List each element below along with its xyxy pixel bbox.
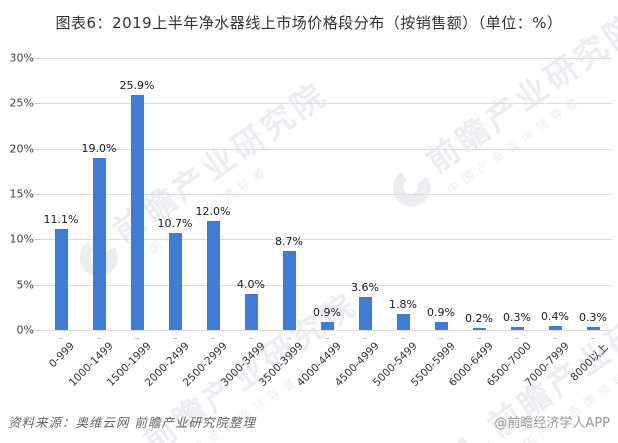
x-axis-tick	[515, 338, 519, 339]
y-axis-tick	[35, 239, 40, 241]
x-axis-tick	[477, 338, 481, 339]
bar	[396, 313, 410, 330]
bar-value-label: 0.9%	[427, 305, 455, 319]
bar	[548, 326, 562, 330]
y-axis-tick	[35, 103, 40, 105]
bar	[92, 157, 106, 330]
x-axis-tick	[439, 338, 443, 339]
y-axis-label: 10%	[9, 232, 34, 246]
bar-value-label: 0.3%	[503, 311, 531, 325]
y-axis-label: 20%	[9, 142, 34, 156]
x-axis-tick	[211, 338, 215, 339]
source-note: 资料来源：奥维云网 前瞻产业研究院整理	[8, 415, 256, 430]
x-axis-tick	[173, 338, 177, 339]
bar	[130, 95, 144, 330]
x-axis-tick	[325, 338, 329, 339]
chart-title: 图表6：2019上半年净水器线上市场价格段分布（按销售额）（单位：%）	[55, 14, 563, 32]
gridline	[40, 284, 612, 286]
bar-value-label: 4.0%	[237, 277, 265, 291]
y-axis-label: 25%	[9, 96, 34, 110]
y-axis-label: 0%	[16, 323, 34, 337]
x-axis-tick	[59, 338, 63, 339]
bar-value-label: 0.3%	[579, 311, 607, 325]
y-axis-label: 5%	[16, 278, 34, 292]
bar	[168, 232, 182, 330]
bar-value-label: 10.7%	[157, 216, 193, 230]
gridline	[40, 103, 612, 105]
gridline	[40, 194, 612, 195]
x-axis-tick	[97, 338, 101, 339]
gridline	[40, 148, 612, 150]
gridline	[40, 58, 612, 59]
x-axis-tick	[591, 338, 595, 339]
bar	[472, 328, 486, 330]
bar-value-label: 3.6%	[351, 281, 379, 295]
x-axis-tick	[135, 338, 139, 339]
bar-value-label: 19.0%	[81, 141, 117, 155]
bar-value-label: 0.9%	[313, 305, 341, 319]
bar	[510, 327, 524, 330]
bar-value-label: 12.0%	[195, 205, 231, 219]
y-axis-label: 30%	[9, 51, 34, 65]
gridline	[40, 330, 612, 331]
bar	[206, 221, 220, 330]
bar-value-label: 25.9%	[119, 79, 155, 93]
bar	[54, 229, 68, 330]
bar-value-label: 0.4%	[541, 310, 569, 324]
x-axis-tick	[287, 338, 291, 339]
credit-note: @前瞻经济学人APP	[494, 416, 610, 431]
y-axis-label: 15%	[9, 187, 34, 201]
bar	[282, 251, 296, 330]
y-axis-tick	[35, 194, 40, 195]
bar-value-label: 8.7%	[275, 235, 303, 249]
bar-value-label: 1.8%	[389, 297, 417, 311]
x-axis-tick	[363, 338, 367, 339]
gridline	[40, 239, 612, 241]
y-axis-tick	[35, 284, 40, 286]
bar	[434, 321, 448, 330]
y-axis-tick	[35, 330, 40, 331]
bar	[244, 293, 258, 330]
bar-value-label: 0.2%	[465, 312, 493, 326]
y-axis-tick	[35, 58, 40, 59]
x-axis-tick	[553, 338, 557, 339]
x-axis-label: 8000以上	[568, 341, 611, 384]
x-axis-tick	[249, 338, 253, 339]
y-axis-tick	[35, 148, 40, 150]
bar	[320, 321, 334, 330]
bar-value-label: 11.1%	[43, 213, 79, 227]
x-axis-tick	[401, 338, 405, 339]
bar	[586, 327, 600, 330]
x-axis-label: 0-999	[47, 340, 78, 371]
bar	[358, 297, 372, 330]
